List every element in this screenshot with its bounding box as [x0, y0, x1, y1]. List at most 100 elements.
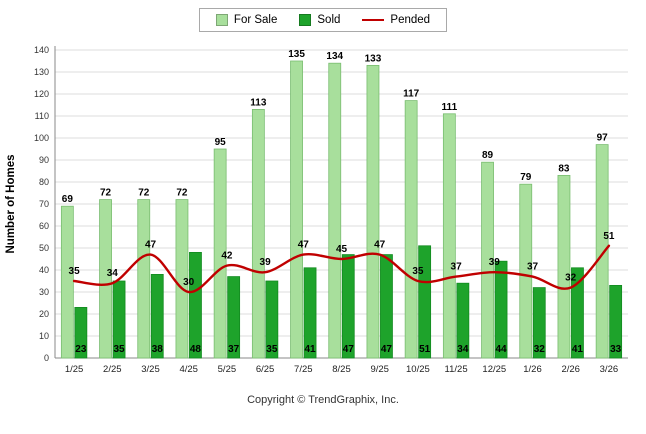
bar-sold — [227, 276, 241, 359]
bar-sold — [418, 245, 432, 359]
y-tick-label: 10 — [39, 331, 49, 341]
pended-line-swatch-icon — [362, 18, 385, 22]
bar-for-sale — [519, 183, 533, 359]
bar-sold — [456, 282, 470, 359]
pended-value-label: 32 — [565, 273, 577, 284]
sold-value-label: 41 — [304, 344, 316, 355]
pended-value-label: 47 — [374, 240, 386, 251]
bar-sold — [532, 287, 546, 359]
pended-value-label: 45 — [336, 244, 348, 255]
y-tick-label: 50 — [39, 243, 49, 253]
bar-sold — [571, 267, 584, 359]
pended-value-label: 39 — [489, 257, 501, 268]
y-tick-label: 70 — [39, 199, 49, 209]
sold-value-label: 48 — [190, 344, 202, 355]
x-tick-label: 9/25 — [370, 364, 389, 375]
legend-label-for-sale: For Sale — [233, 14, 278, 26]
for-sale-value-label: 113 — [250, 97, 267, 108]
legend-label-sold: Sold — [317, 14, 341, 26]
y-tick-label: 40 — [39, 265, 49, 275]
bar-sold — [303, 267, 317, 359]
for-sale-value-label: 72 — [176, 188, 188, 199]
x-tick-label: 7/25 — [294, 364, 313, 375]
sold-value-label: 47 — [343, 344, 355, 355]
for-sale-value-label: 95 — [215, 137, 227, 148]
bar-sold — [150, 273, 164, 359]
for-sale-value-label: 111 — [442, 102, 458, 113]
y-tick-label: 60 — [39, 221, 49, 231]
homes-combo-chart: 0 10 20 30 40 50 60 70 80 90 100 110 120 130 140 Number… — [5, 45, 628, 375]
y-tick-label: 20 — [39, 309, 49, 319]
y-axis-title: Number of Homes — [5, 154, 17, 253]
pended-line — [72, 244, 611, 294]
chart-legend: For Sale Sold Pended — [198, 8, 448, 32]
pended-value-label: 37 — [451, 262, 463, 273]
for-sale-value-label: 135 — [288, 49, 305, 60]
for-sale-value-label: 133 — [365, 53, 382, 64]
bar-sold — [189, 251, 202, 359]
pended-value-label: 51 — [603, 231, 615, 242]
bar-for-sale — [481, 161, 494, 359]
for-sale-value-label: 72 — [100, 188, 112, 199]
bar-for-sale — [366, 64, 380, 359]
sold-value-label: 47 — [381, 344, 393, 355]
legend-item-pended: Pended — [362, 14, 430, 26]
bar-sold — [265, 280, 279, 359]
sold-value-label: 34 — [457, 344, 469, 355]
x-tick-label: 5/25 — [218, 364, 237, 375]
x-tick-label: 3/25 — [141, 364, 160, 375]
legend-item-sold: Sold — [299, 14, 340, 26]
pended-value-label: 35 — [412, 266, 424, 277]
bar-for-sale — [251, 109, 265, 359]
x-tick-label: 8/25 — [332, 364, 351, 375]
bar-for-sale — [442, 113, 456, 359]
bar-sold — [609, 284, 623, 359]
copyright-text: Copyright © TrendGraphix, Inc. — [247, 394, 399, 406]
for-sale-value-label: 97 — [597, 133, 609, 144]
for-sale-value-label: 134 — [326, 51, 343, 62]
pended-value-label: 47 — [298, 240, 310, 251]
sold-value-label: 37 — [228, 344, 240, 355]
y-tick-label: 110 — [35, 111, 49, 121]
x-tick-label: 11/25 — [445, 364, 468, 375]
pended-value-label: 42 — [221, 251, 233, 262]
sold-value-label: 44 — [495, 344, 507, 355]
for-sale-value-label: 72 — [138, 188, 150, 199]
pended-value-label: 37 — [527, 262, 539, 273]
x-tick-label: 10/25 — [406, 364, 430, 375]
sold-value-label: 41 — [572, 344, 584, 355]
bar-for-sale — [557, 174, 571, 359]
for-sale-value-label: 79 — [520, 172, 532, 183]
bar-sold — [341, 254, 355, 359]
sold-value-label: 35 — [113, 344, 125, 355]
bar-for-sale — [99, 199, 112, 359]
y-tick-label: 30 — [39, 287, 49, 297]
pended-value-label: 47 — [145, 240, 157, 251]
pended-value-label: 39 — [260, 257, 272, 268]
for-sale-swatch-icon — [215, 14, 228, 26]
x-tick-label: 1/26 — [523, 364, 542, 375]
sold-swatch-icon — [299, 14, 312, 26]
y-tick-label: 130 — [34, 67, 49, 77]
y-tick-label: 100 — [34, 133, 49, 143]
for-sale-value-label: 83 — [558, 163, 570, 174]
x-tick-label: 3/26 — [600, 364, 619, 375]
x-tick-label: 12/25 — [482, 364, 506, 375]
for-sale-value-label: 69 — [62, 194, 74, 205]
bar-sold — [74, 306, 88, 359]
bar-for-sale — [137, 199, 151, 359]
x-tick-label: 2/26 — [561, 364, 580, 375]
bar-sold — [112, 280, 126, 359]
bar-sold — [494, 260, 508, 359]
y-tick-label: 140 — [34, 45, 49, 55]
x-tick-label: 1/25 — [65, 364, 84, 375]
y-tick-label: 0 — [44, 353, 49, 363]
for-sale-value-label: 89 — [482, 150, 494, 161]
x-tick-label: 6/25 — [256, 364, 275, 375]
sold-value-label: 35 — [266, 344, 278, 355]
y-tick-label: 80 — [39, 177, 49, 187]
sold-value-label: 32 — [534, 344, 546, 355]
sold-value-label: 51 — [419, 344, 431, 355]
x-tick-label: 2/25 — [103, 364, 122, 375]
bar-for-sale — [175, 199, 189, 359]
